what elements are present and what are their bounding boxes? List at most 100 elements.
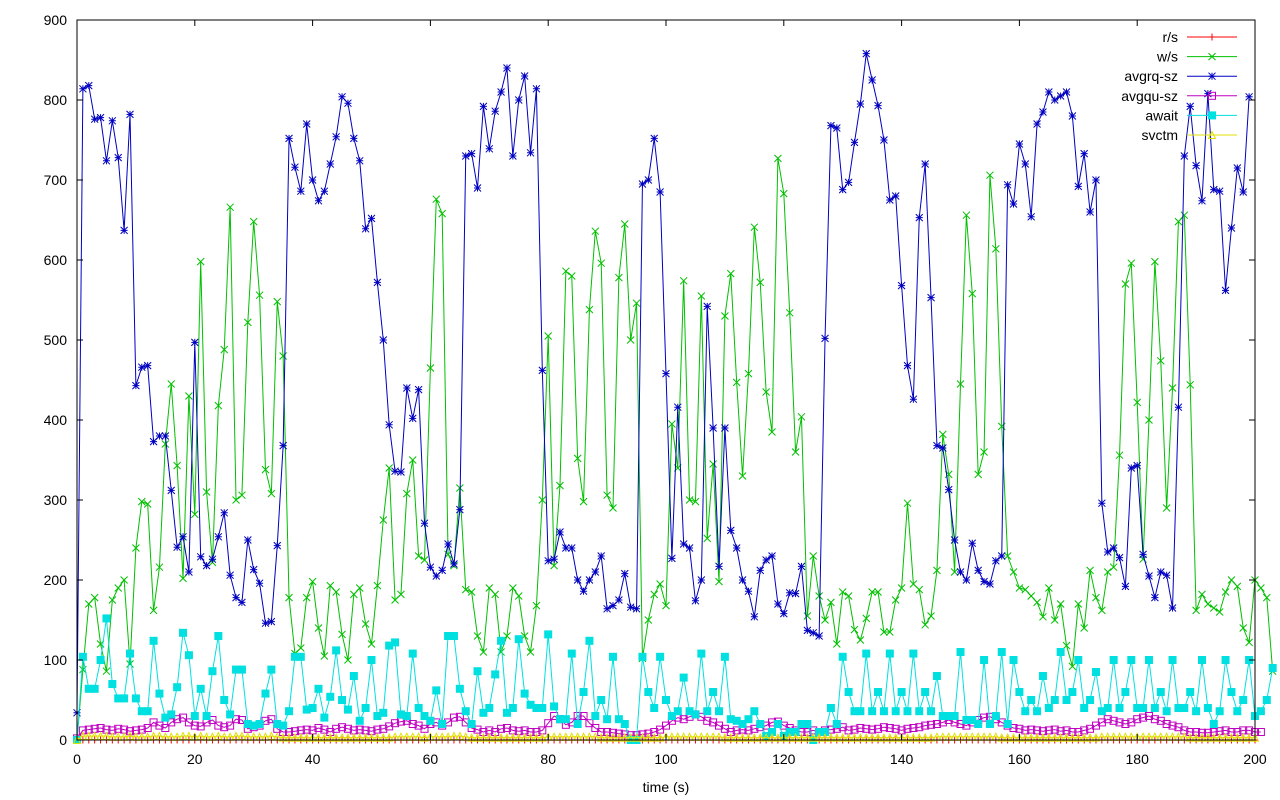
data-point [526,648,535,656]
data-point [874,588,882,596]
data-point [202,712,211,720]
data-point [673,707,682,716]
data-point [314,196,323,205]
data-point [473,632,482,640]
data-point [538,732,547,742]
data-point [668,420,676,428]
data-point [962,211,971,220]
data-point [120,226,128,235]
data-point [738,720,747,728]
data-point [885,196,894,204]
data-point [1233,732,1242,742]
data-point [237,665,246,674]
data-point [868,76,877,84]
data-point [862,49,871,58]
data-point [1050,696,1059,704]
x-tick-label: 100 [654,751,678,767]
data-point [562,267,570,276]
data-point [1027,696,1036,704]
data-point [862,724,871,733]
data-point [1239,696,1248,704]
data-point [750,707,759,716]
data-point [143,707,152,716]
data-point [1262,696,1271,704]
data-point [662,696,670,704]
data-point [785,588,794,597]
y-tick-label: 0 [59,732,67,748]
data-point [420,519,429,528]
data-point [355,156,364,165]
data-point [732,544,741,552]
data-point [615,596,623,604]
data-point [832,720,841,728]
data-point [367,732,376,742]
data-point [1044,584,1053,592]
data-point [1074,182,1083,191]
x-tick-label: 180 [1126,751,1150,767]
data-point [1208,111,1216,120]
data-point [1115,451,1124,460]
data-point [308,704,317,712]
data-point [438,720,447,728]
data-point [862,649,871,658]
data-point [868,707,877,716]
data-point [185,568,193,576]
data-point [1227,732,1236,742]
data-point [232,496,240,504]
data-point [426,716,435,725]
data-point [1032,732,1042,742]
data-point [809,552,818,560]
data-point [143,724,152,732]
data-point [520,72,529,80]
data-point [803,626,812,635]
data-point [1180,704,1189,712]
data-point [1151,257,1159,266]
data-point [438,209,447,218]
y-tick-label: 600 [44,252,68,268]
data-point [491,590,500,599]
data-point [190,338,199,347]
data-point [732,378,741,387]
data-point [367,656,376,664]
data-point [562,544,570,552]
data-point [502,732,512,742]
data-point [296,187,305,196]
legend-label: svctm [1141,127,1178,143]
data-point [891,596,900,604]
data-point [509,152,517,160]
data-point [1092,176,1100,184]
data-point [603,728,612,736]
data-point [1227,224,1236,232]
data-point [1056,732,1065,742]
data-point [644,176,653,184]
data-point [933,566,941,575]
data-point [1068,728,1077,736]
y-tick-label: 100 [44,652,68,668]
data-point [214,401,223,410]
data-point [285,707,294,716]
data-point [956,648,965,656]
data-point [208,555,217,564]
data-point [414,704,423,712]
data-point [880,136,888,144]
data-point [338,723,347,732]
data-point [1121,280,1130,288]
data-point [420,556,429,564]
data-point [662,369,670,378]
data-point [232,593,240,602]
data-point [821,334,829,343]
data-point [273,541,282,550]
data-point [909,649,918,658]
data-point [285,728,294,736]
data-point [514,732,524,742]
data-point [502,708,511,717]
data-point [709,688,718,696]
data-point [1021,707,1030,716]
data-point [320,652,329,660]
data-point [467,588,476,596]
data-point [1021,160,1030,168]
legend: r/s w/s avgrq-sz avgqu-sz await svctm [1121,29,1237,143]
data-point [255,291,264,300]
data-point [1268,664,1277,672]
data-point [820,732,830,742]
